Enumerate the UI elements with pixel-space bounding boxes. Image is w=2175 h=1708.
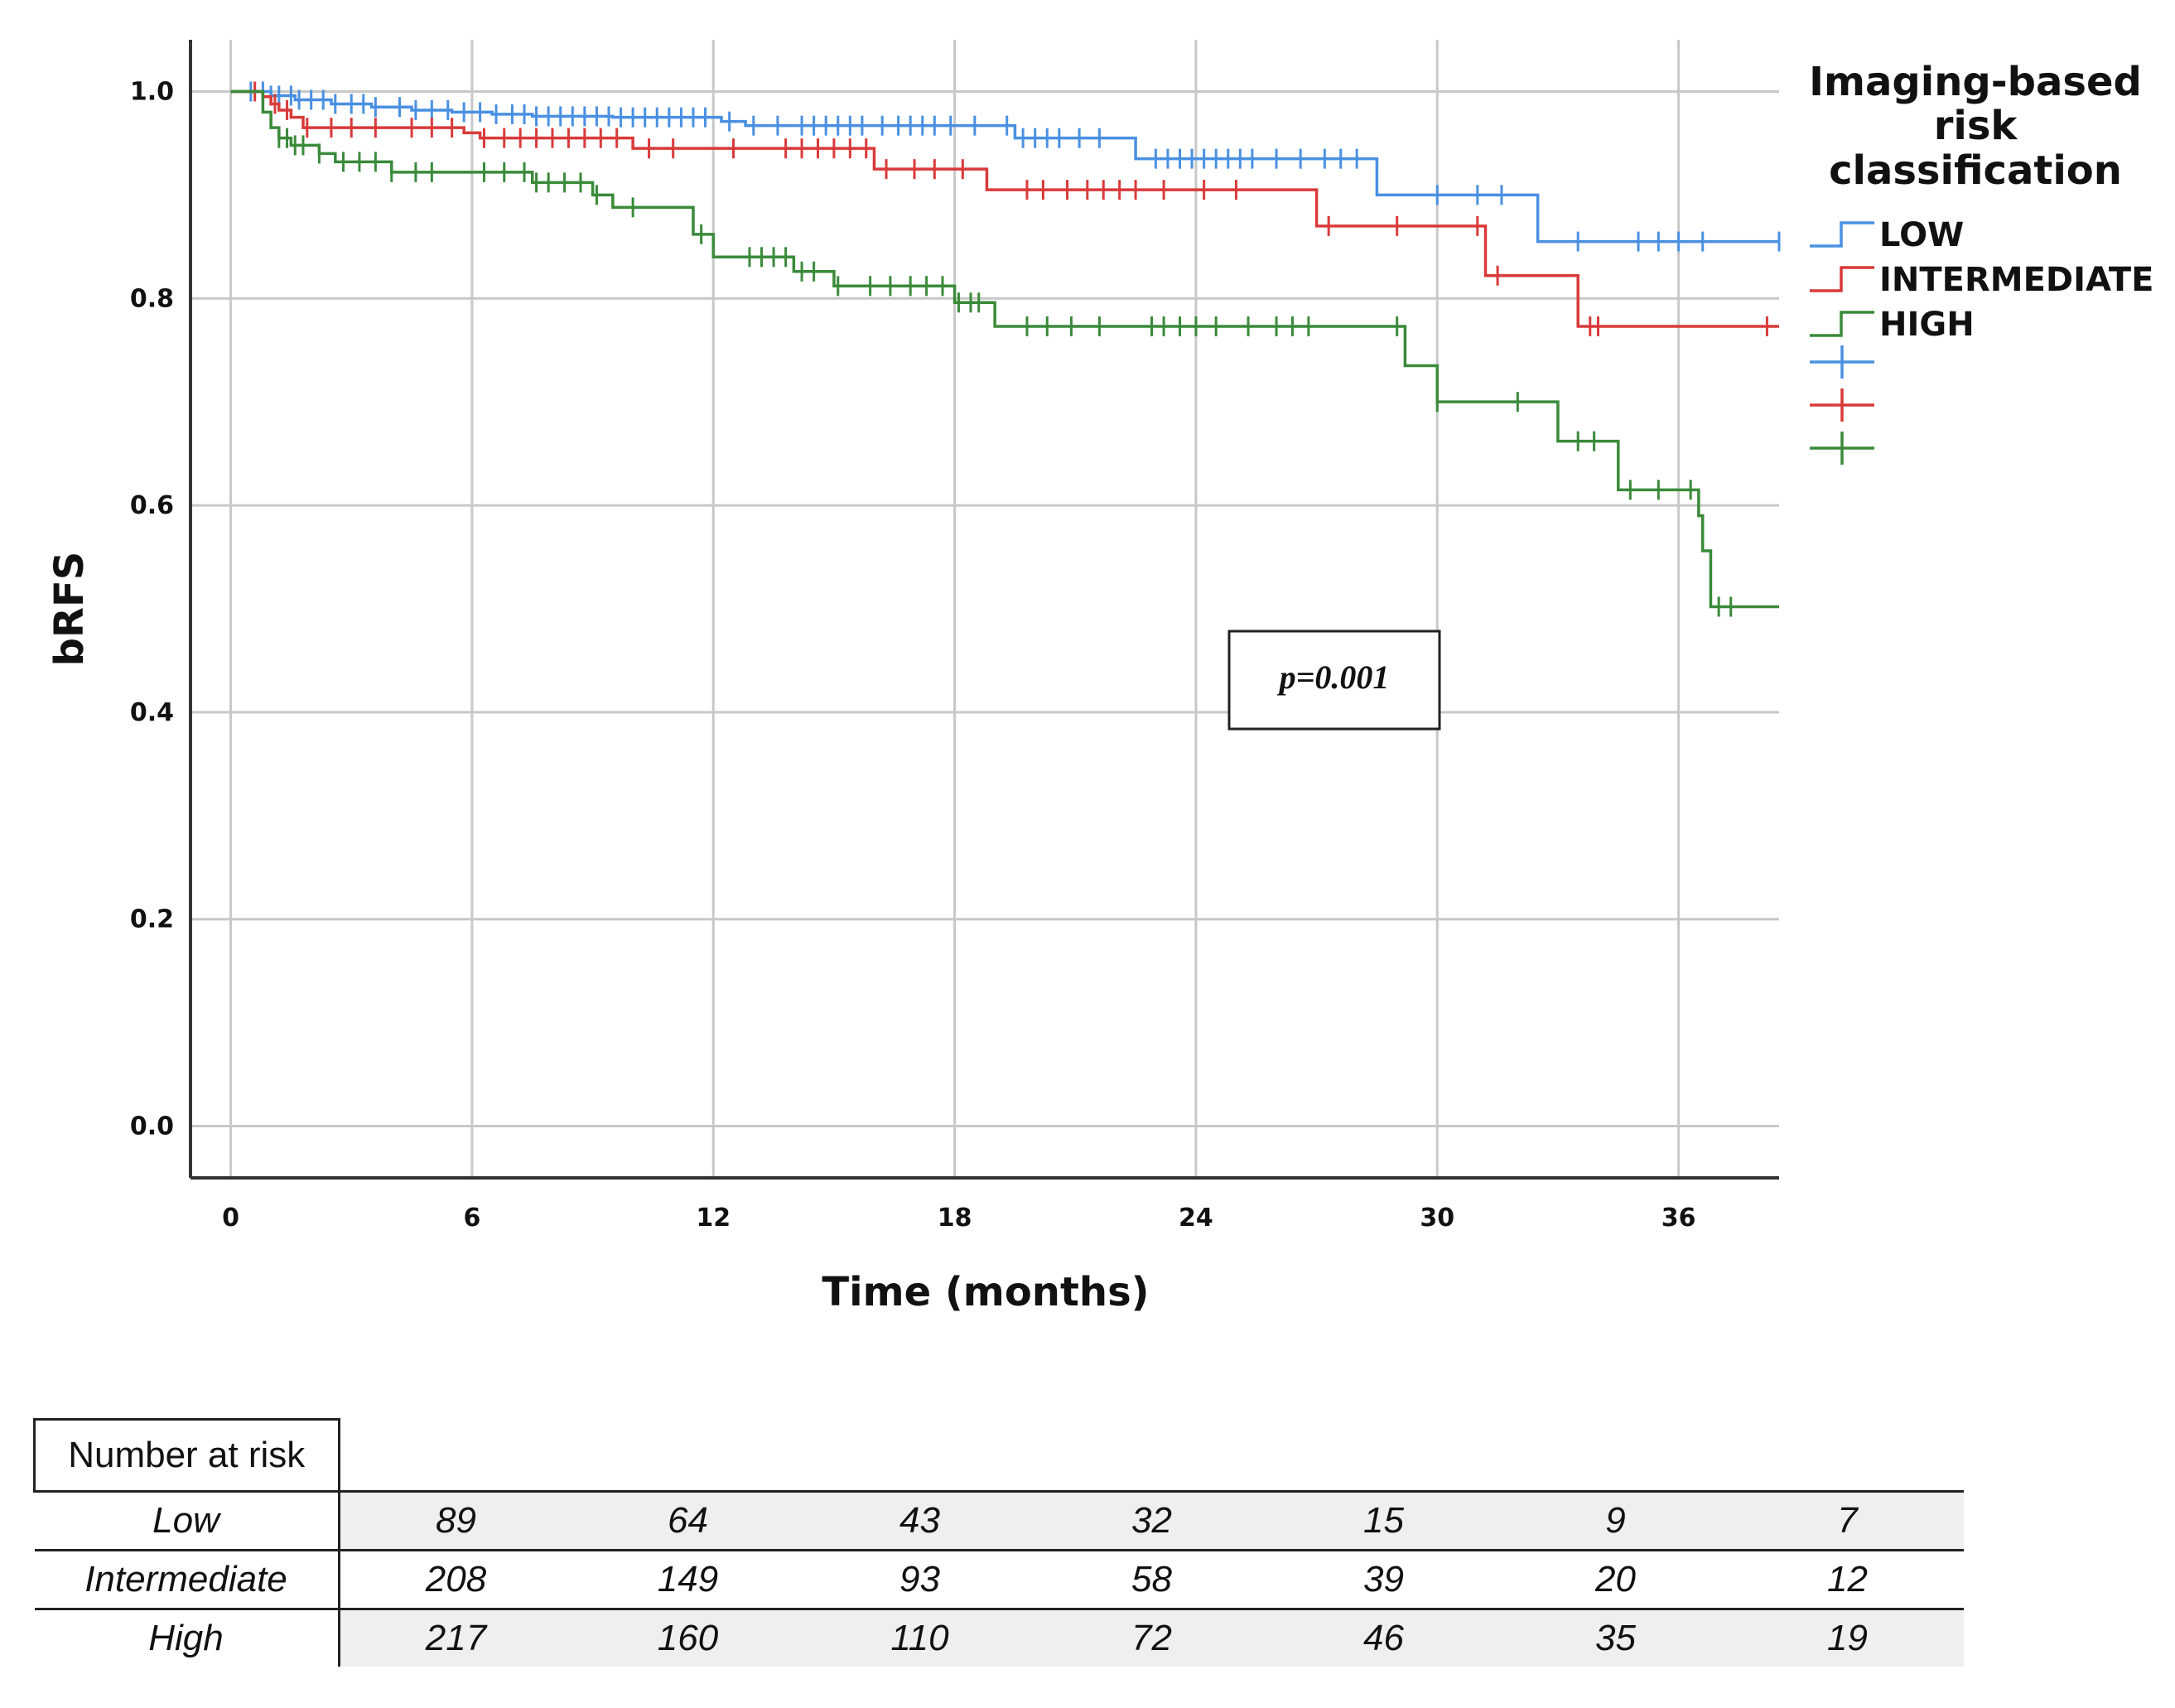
x-tick-label: 36 <box>1661 1204 1696 1233</box>
number-at-risk-table: Number at risk Low 89 64 43 32 15 9 7 In… <box>33 1418 1964 1667</box>
risk-cell: 89 <box>339 1490 572 1551</box>
risk-cell: 32 <box>1035 1490 1268 1551</box>
y-tick-label: 0.2 <box>130 905 174 934</box>
y-tick-label: 0.6 <box>130 491 174 520</box>
risk-cell: 149 <box>571 1549 804 1609</box>
risk-row-low: Low 89 64 43 32 15 9 7 <box>34 1490 1964 1551</box>
risk-cell: 110 <box>803 1608 1036 1667</box>
legend: Imaging-based risk classification LOW INT… <box>1809 59 2153 465</box>
legend-label-low: LOW <box>1879 216 1964 254</box>
y-tick-label: 1.0 <box>130 77 174 106</box>
risk-row-intermediate: Intermediate 208 149 93 58 39 20 12 <box>34 1549 1964 1609</box>
risk-cell: 7 <box>1731 1490 1964 1551</box>
risk-cell: 43 <box>803 1490 1036 1551</box>
survival-curves <box>230 81 1781 617</box>
risk-table-header-row: Number at risk <box>33 1418 1964 1493</box>
x-axis-title: Time (months) <box>822 1269 1149 1315</box>
x-tick-label: 24 <box>1179 1204 1213 1233</box>
y-tick-label: 0.4 <box>130 698 174 727</box>
series-low <box>230 81 1781 252</box>
risk-cell: 208 <box>339 1549 572 1609</box>
axes <box>189 40 1779 1180</box>
risk-cell: 72 <box>1035 1608 1268 1667</box>
risk-cell: 9 <box>1499 1490 1732 1551</box>
p-value-text: p=0.001 <box>1277 659 1390 696</box>
legend-title-line-2: risk <box>1934 103 2018 149</box>
risk-cell: 46 <box>1267 1608 1500 1667</box>
y-axis-title: bRFS <box>46 552 93 667</box>
series-intermediate <box>230 81 1779 336</box>
x-tick-label: 0 <box>222 1204 239 1233</box>
km-chart: 0 6 12 18 24 30 36 0.0 0.2 0.4 0.6 0.8 1.0 bRFS Tim… <box>46 40 2153 1315</box>
risk-cell: 15 <box>1267 1490 1500 1551</box>
legend-title-line-1: Imaging-based <box>1809 59 2142 105</box>
risk-cell: 20 <box>1499 1549 1732 1609</box>
risk-cell: 160 <box>571 1608 804 1667</box>
risk-row-label: High <box>34 1608 340 1667</box>
legend-label-intermediate: INTERMEDIATE <box>1879 261 2153 299</box>
x-tick-label: 12 <box>696 1204 731 1233</box>
risk-cell: 217 <box>339 1608 572 1667</box>
y-tick-label: 0.0 <box>130 1112 174 1141</box>
legend-title-line-3: classification <box>1829 147 2122 194</box>
grid-lines <box>190 40 1779 1178</box>
risk-cell: 12 <box>1731 1549 1964 1609</box>
risk-cell: 19 <box>1731 1608 1964 1667</box>
risk-cell: 39 <box>1267 1549 1500 1609</box>
risk-cell: 64 <box>571 1490 804 1551</box>
risk-cell: 58 <box>1035 1549 1268 1609</box>
series-high <box>230 89 1779 617</box>
legend-swatch-low <box>1810 221 1874 248</box>
risk-table-header: Number at risk <box>33 1418 340 1493</box>
legend-swatch-intermediate <box>1810 266 1874 292</box>
risk-row-label: Low <box>34 1490 340 1551</box>
risk-row-label: Intermediate <box>34 1549 340 1609</box>
x-tick-label: 30 <box>1420 1204 1454 1233</box>
x-tick-labels: 0 6 12 18 24 30 36 <box>222 1204 1695 1233</box>
x-tick-label: 18 <box>938 1204 972 1233</box>
risk-cell: 35 <box>1499 1608 1732 1667</box>
legend-swatch-high <box>1810 311 1874 337</box>
risk-cell: 93 <box>803 1549 1036 1609</box>
legend-label-high: HIGH <box>1879 306 1975 344</box>
y-tick-labels: 0.0 0.2 0.4 0.6 0.8 1.0 <box>130 77 174 1141</box>
x-tick-label: 6 <box>463 1204 480 1233</box>
y-tick-label: 0.8 <box>130 284 174 313</box>
risk-row-high: High 217 160 110 72 46 35 19 <box>34 1608 1964 1667</box>
survival-line <box>230 89 1779 609</box>
p-value-box <box>1227 630 1441 731</box>
survival-line <box>230 89 1779 244</box>
